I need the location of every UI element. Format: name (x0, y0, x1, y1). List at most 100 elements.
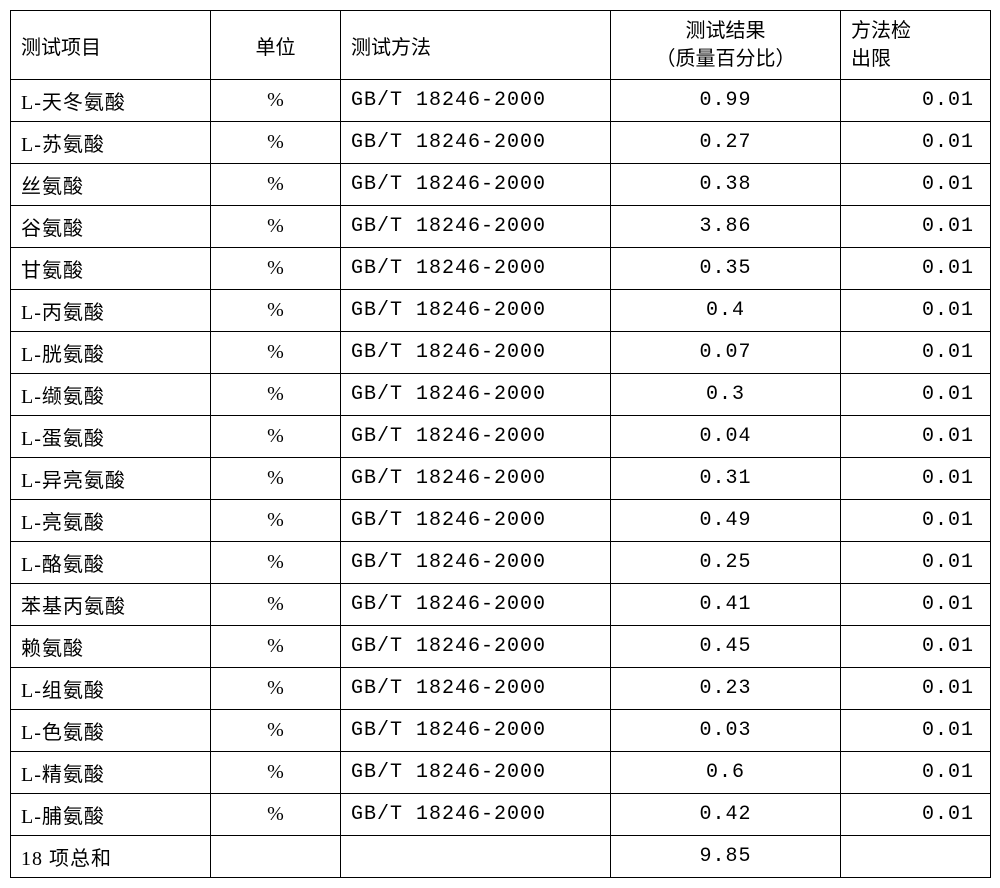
cell-unit: % (211, 206, 341, 248)
table-row: L-组氨酸%GB/T 18246-20000.230.01 (11, 668, 991, 710)
cell-limit: 0.01 (841, 626, 991, 668)
cell-item: L-亮氨酸 (11, 500, 211, 542)
cell-unit: % (211, 374, 341, 416)
cell-unit: % (211, 458, 341, 500)
cell-unit: % (211, 584, 341, 626)
table-row: 苯基丙氨酸%GB/T 18246-20000.410.01 (11, 584, 991, 626)
cell-method: GB/T 18246-2000 (341, 80, 611, 122)
cell-result: 3.86 (611, 206, 841, 248)
cell-limit: 0.01 (841, 710, 991, 752)
cell-result: 0.03 (611, 710, 841, 752)
cell-result: 0.3 (611, 374, 841, 416)
cell-result: 0.04 (611, 416, 841, 458)
cell-method: GB/T 18246-2000 (341, 290, 611, 332)
cell-limit (841, 836, 991, 878)
cell-item: 丝氨酸 (11, 164, 211, 206)
cell-limit: 0.01 (841, 248, 991, 290)
cell-method: GB/T 18246-2000 (341, 374, 611, 416)
cell-limit: 0.01 (841, 500, 991, 542)
col-header-limit: 方法检出限 (841, 11, 991, 80)
cell-method: GB/T 18246-2000 (341, 542, 611, 584)
cell-item: L-异亮氨酸 (11, 458, 211, 500)
table-row: L-异亮氨酸%GB/T 18246-20000.310.01 (11, 458, 991, 500)
amino-acid-table: 测试项目 单位 测试方法 测试结果（质量百分比） 方法检出限 L-天冬氨酸%GB… (10, 10, 991, 878)
cell-method: GB/T 18246-2000 (341, 626, 611, 668)
cell-method: GB/T 18246-2000 (341, 122, 611, 164)
cell-method: GB/T 18246-2000 (341, 164, 611, 206)
cell-item: L-缬氨酸 (11, 374, 211, 416)
cell-result: 0.27 (611, 122, 841, 164)
cell-item: L-胱氨酸 (11, 332, 211, 374)
cell-method: GB/T 18246-2000 (341, 794, 611, 836)
table-row: 赖氨酸%GB/T 18246-20000.450.01 (11, 626, 991, 668)
col-header-item: 测试项目 (11, 11, 211, 80)
table-row: L-天冬氨酸%GB/T 18246-20000.990.01 (11, 80, 991, 122)
cell-limit: 0.01 (841, 668, 991, 710)
cell-result: 9.85 (611, 836, 841, 878)
col-header-method: 测试方法 (341, 11, 611, 80)
cell-unit: % (211, 80, 341, 122)
cell-method: GB/T 18246-2000 (341, 206, 611, 248)
cell-result: 0.6 (611, 752, 841, 794)
amino-acid-table-container: 测试项目 单位 测试方法 测试结果（质量百分比） 方法检出限 L-天冬氨酸%GB… (10, 10, 990, 878)
table-row: 谷氨酸%GB/T 18246-20003.860.01 (11, 206, 991, 248)
cell-unit: % (211, 416, 341, 458)
cell-limit: 0.01 (841, 290, 991, 332)
cell-unit: % (211, 794, 341, 836)
cell-limit: 0.01 (841, 584, 991, 626)
cell-result: 0.4 (611, 290, 841, 332)
cell-unit: % (211, 290, 341, 332)
cell-item: L-精氨酸 (11, 752, 211, 794)
col-header-result: 测试结果（质量百分比） (611, 11, 841, 80)
cell-limit: 0.01 (841, 752, 991, 794)
table-header-row: 测试项目 单位 测试方法 测试结果（质量百分比） 方法检出限 (11, 11, 991, 80)
cell-method: GB/T 18246-2000 (341, 752, 611, 794)
cell-result: 0.31 (611, 458, 841, 500)
cell-result: 0.38 (611, 164, 841, 206)
cell-method: GB/T 18246-2000 (341, 332, 611, 374)
table-row: L-酪氨酸%GB/T 18246-20000.250.01 (11, 542, 991, 584)
cell-limit: 0.01 (841, 164, 991, 206)
cell-method: GB/T 18246-2000 (341, 416, 611, 458)
table-row: L-缬氨酸%GB/T 18246-20000.30.01 (11, 374, 991, 416)
cell-item: 18 项总和 (11, 836, 211, 878)
cell-method: GB/T 18246-2000 (341, 248, 611, 290)
cell-result: 0.07 (611, 332, 841, 374)
cell-method: GB/T 18246-2000 (341, 668, 611, 710)
cell-method: GB/T 18246-2000 (341, 584, 611, 626)
cell-method: GB/T 18246-2000 (341, 458, 611, 500)
table-row: 18 项总和 9.85 (11, 836, 991, 878)
cell-limit: 0.01 (841, 374, 991, 416)
cell-unit: % (211, 332, 341, 374)
cell-unit: % (211, 164, 341, 206)
table-row: L-精氨酸%GB/T 18246-20000.60.01 (11, 752, 991, 794)
table-row: L-丙氨酸%GB/T 18246-20000.40.01 (11, 290, 991, 332)
cell-result: 0.49 (611, 500, 841, 542)
cell-item: 苯基丙氨酸 (11, 584, 211, 626)
table-row: L-脯氨酸%GB/T 18246-20000.420.01 (11, 794, 991, 836)
cell-limit: 0.01 (841, 122, 991, 164)
cell-unit (211, 836, 341, 878)
cell-limit: 0.01 (841, 794, 991, 836)
cell-limit: 0.01 (841, 80, 991, 122)
cell-limit: 0.01 (841, 458, 991, 500)
cell-unit: % (211, 248, 341, 290)
cell-item: L-酪氨酸 (11, 542, 211, 584)
cell-item: L-天冬氨酸 (11, 80, 211, 122)
cell-item: L-苏氨酸 (11, 122, 211, 164)
cell-result: 0.25 (611, 542, 841, 584)
cell-limit: 0.01 (841, 542, 991, 584)
cell-result: 0.42 (611, 794, 841, 836)
cell-item: L-丙氨酸 (11, 290, 211, 332)
cell-result: 0.41 (611, 584, 841, 626)
cell-limit: 0.01 (841, 206, 991, 248)
cell-method (341, 836, 611, 878)
table-row: L-蛋氨酸%GB/T 18246-20000.040.01 (11, 416, 991, 458)
cell-unit: % (211, 668, 341, 710)
table-row: L-亮氨酸%GB/T 18246-20000.490.01 (11, 500, 991, 542)
cell-method: GB/T 18246-2000 (341, 710, 611, 752)
cell-unit: % (211, 542, 341, 584)
col-header-unit: 单位 (211, 11, 341, 80)
cell-result: 0.99 (611, 80, 841, 122)
table-row: 丝氨酸%GB/T 18246-20000.380.01 (11, 164, 991, 206)
